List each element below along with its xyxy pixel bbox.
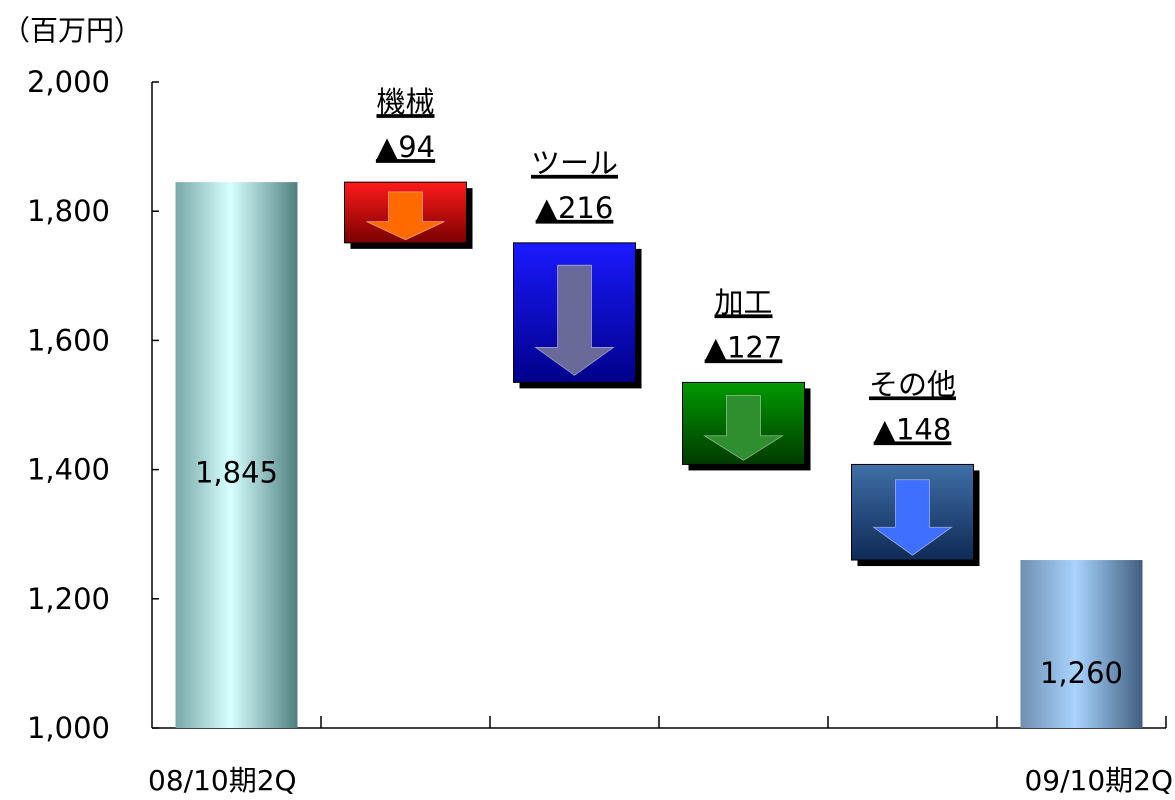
segment-change-label: ▲127: [705, 330, 783, 364]
segment-name-label: 機械: [376, 85, 434, 119]
segment-name-label: 加工: [714, 285, 772, 319]
y-tick-label: 2,000: [27, 65, 110, 99]
down-arrow-icon: [872, 479, 953, 556]
segment-name-label: ツール: [531, 146, 618, 180]
total-bar: [1020, 560, 1143, 728]
x-axis: [152, 716, 1167, 729]
segment-change-label: ▲94: [376, 130, 435, 164]
y-tick-label: 1,200: [27, 582, 110, 616]
down-arrow-icon: [534, 264, 615, 376]
down-arrow-icon: [366, 191, 445, 241]
total-value-label: 1,260: [1040, 656, 1123, 690]
y-tick-label: 1,000: [27, 711, 110, 745]
y-axis-unit-label: （百万円）: [2, 14, 142, 47]
down-arrow-icon: [703, 395, 784, 461]
segment-change-label: ▲148: [874, 412, 952, 446]
segment-change-label: ▲216: [536, 191, 614, 225]
labels: 1,845 1,260 08/10期2Q 09/10期2Q 機械 ▲94 ツール ▲216 加工…: [148, 85, 1173, 797]
total-bar: [175, 182, 298, 728]
y-tick-label: 1,400: [27, 453, 110, 487]
y-tick-label: 1,600: [27, 323, 110, 357]
segment-name-label: その他: [869, 367, 956, 401]
y-tick-label: 1,800: [27, 194, 110, 228]
x-category-label: 08/10期2Q: [148, 764, 297, 797]
bars: [175, 181, 1143, 728]
y-axis: 1,000 1,200 1,400 1,600 1,800 2,000: [27, 65, 159, 745]
x-category-label: 09/10期2Q: [1024, 764, 1173, 797]
total-value-label: 1,845: [195, 456, 278, 490]
